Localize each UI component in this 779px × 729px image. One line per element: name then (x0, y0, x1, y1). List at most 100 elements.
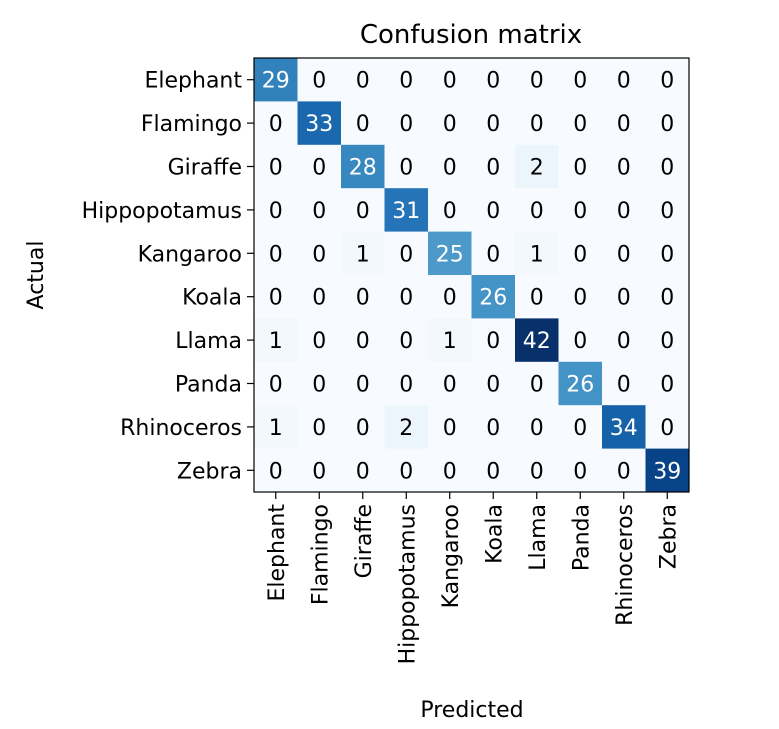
heatmap-cell (297, 58, 342, 102)
heatmap-cell (515, 361, 559, 406)
heatmap-cell-label: 0 (399, 156, 413, 181)
y-tick-label: Rhinoceros (120, 416, 242, 441)
heatmap-cell-label: 33 (305, 112, 333, 137)
heatmap-cell-label: 0 (573, 416, 587, 441)
heatmap-cell (254, 188, 298, 233)
heatmap-cell-label: 0 (443, 156, 457, 181)
heatmap-cell (428, 318, 472, 363)
heatmap-cell (341, 58, 385, 102)
x-tick-label: Rhinoceros (613, 504, 638, 626)
x-axis-label: Predicted (420, 698, 523, 723)
heatmap-cell-label: 0 (356, 373, 370, 398)
heatmap-cell-label: 0 (312, 459, 326, 484)
heatmap-cell (428, 361, 472, 406)
heatmap-cell-label: 34 (610, 416, 638, 441)
heatmap-cell-label: 0 (530, 459, 544, 484)
heatmap-cell-label: 0 (356, 112, 370, 137)
plot-frame (253, 57, 690, 493)
heatmap-cell (341, 318, 385, 363)
heatmap-cell-label: 0 (312, 69, 326, 94)
heatmap-cell-label: 0 (530, 416, 544, 441)
heatmap-cell (254, 58, 298, 102)
heatmap-cell (341, 144, 385, 189)
chart-title: Confusion matrix (360, 20, 582, 50)
heatmap-cell (558, 405, 603, 450)
heatmap-cell-label: 0 (486, 112, 500, 137)
heatmap-cell (341, 188, 385, 233)
heatmap-cell-label: 0 (660, 329, 674, 354)
heatmap-cell (384, 188, 429, 233)
heatmap-cell-label: 0 (573, 199, 587, 224)
heatmap-cell (254, 275, 298, 319)
heatmap-cell (602, 101, 646, 146)
heatmap-cell (558, 58, 603, 102)
heatmap-cell-label: 0 (312, 329, 326, 354)
heatmap-cell-label: 0 (356, 459, 370, 484)
heatmap-cell (515, 101, 559, 146)
heatmap-cell (645, 188, 690, 233)
heatmap-cell-label: 0 (617, 199, 631, 224)
heatmap-cell-label: 2 (530, 156, 544, 181)
x-axis-ticks: Elephant Flamingo Giraffe Hippopotamus Kanga… (265, 492, 681, 664)
heatmap-cell-label: 0 (486, 329, 500, 354)
heatmap-cell (645, 318, 690, 363)
heatmap-cell-label: 0 (269, 199, 283, 224)
heatmap-cell-label: 0 (660, 112, 674, 137)
heatmap-cell-label: 0 (617, 242, 631, 267)
heatmap-cell-label: 0 (486, 373, 500, 398)
heatmap-cell-label: 0 (399, 459, 413, 484)
heatmap-cell-label: 0 (399, 373, 413, 398)
x-tick-label: Llama (526, 504, 551, 571)
heatmap-cell-label: 0 (399, 112, 413, 137)
heatmap-cell (515, 144, 559, 189)
heatmap-cell (297, 405, 342, 450)
heatmap-cell (602, 448, 646, 493)
heatmap-cell (297, 275, 342, 319)
y-tick-label: Llama (175, 329, 242, 354)
heatmap-cell (297, 318, 342, 363)
x-tick-label: Kangaroo (439, 504, 464, 608)
heatmap-cell-label: 0 (269, 373, 283, 398)
y-tick-label: Giraffe (168, 156, 242, 181)
heatmap-cell (645, 231, 690, 276)
heatmap-cell (602, 318, 646, 363)
heatmap-cell (645, 101, 690, 146)
heatmap-cell-label: 0 (617, 329, 631, 354)
heatmap-cell-label: 0 (486, 69, 500, 94)
heatmap-cell (515, 275, 559, 319)
heatmap-cell-label: 0 (312, 242, 326, 267)
heatmap-cell-label: 1 (269, 416, 283, 441)
heatmap-cell-label: 0 (660, 242, 674, 267)
heatmap-cell-label: 0 (312, 156, 326, 181)
heatmap-cell (515, 188, 559, 233)
heatmap-cell-label: 0 (269, 286, 283, 311)
heatmap-cell (471, 231, 516, 276)
heatmap-cell (384, 318, 429, 363)
heatmap-cell-label: 1 (530, 242, 544, 267)
heatmap-cell (645, 361, 690, 406)
x-tick-label: Flamingo (308, 504, 333, 605)
x-tick-label: Hippopotamus (395, 504, 420, 664)
heatmap-cell-label: 0 (443, 199, 457, 224)
heatmap-cell (602, 58, 646, 102)
heatmap-cell-label: 0 (269, 156, 283, 181)
heatmap-cell (515, 58, 559, 102)
heatmap-cell-label: 0 (356, 199, 370, 224)
heatmap-cell (341, 361, 385, 406)
heatmap-cell-label: 0 (443, 112, 457, 137)
heatmap-cell (341, 101, 385, 146)
heatmap-cell-label: 0 (356, 286, 370, 311)
heatmap-cell-label: 0 (486, 459, 500, 484)
y-tick-label: Flamingo (141, 112, 242, 137)
heatmap-cell-label: 0 (660, 286, 674, 311)
heatmap-cell-label: 0 (573, 112, 587, 137)
heatmap-cell-label: 0 (530, 69, 544, 94)
heatmap-cell (384, 361, 429, 406)
heatmap-cell (515, 405, 559, 450)
heatmap-cell-label: 2 (399, 416, 413, 441)
heatmap-cell (297, 448, 342, 493)
heatmap-cell (297, 188, 342, 233)
heatmap-cell-label: 25 (436, 242, 464, 267)
heatmap-cell (515, 231, 559, 276)
